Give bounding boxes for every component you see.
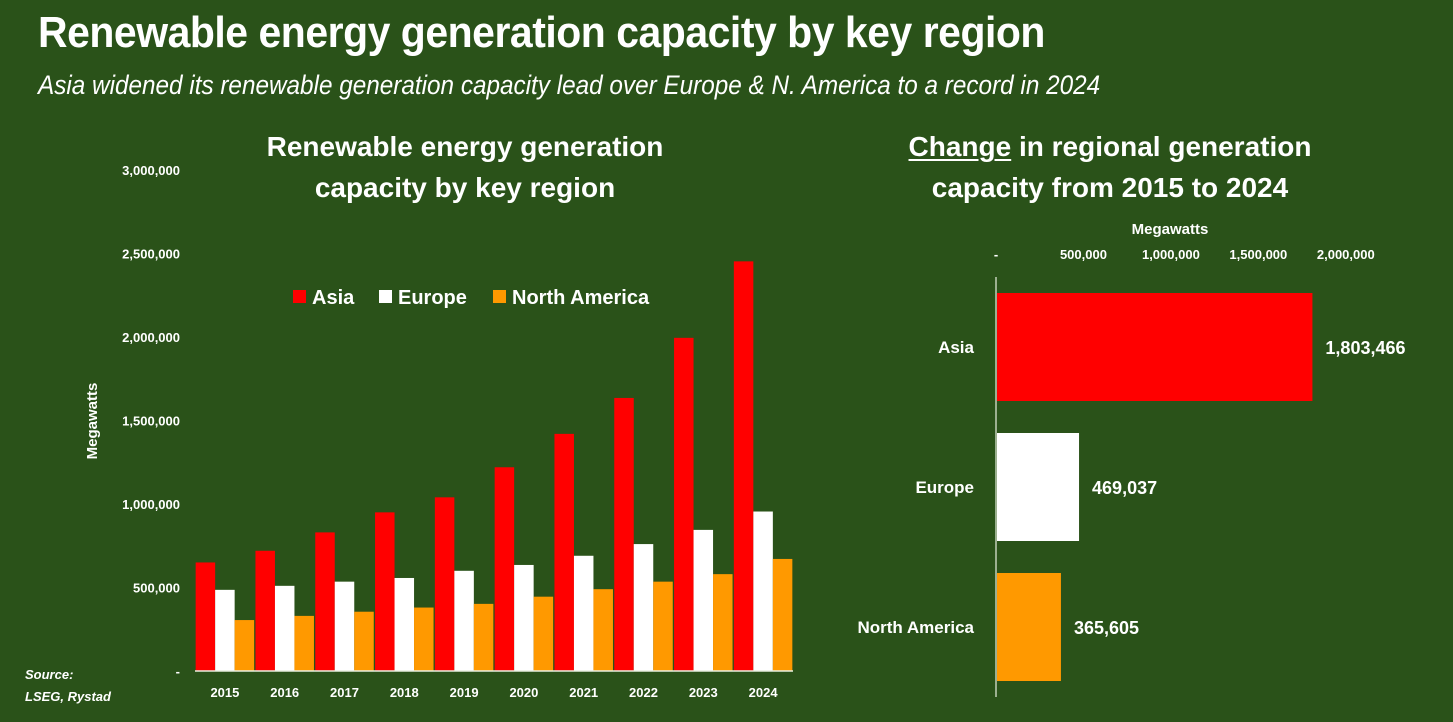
- bar-asia-2024: [733, 261, 754, 671]
- value-label-north-america: 365,605: [1074, 618, 1139, 638]
- source-note: Source: LSEG, Rystad: [25, 664, 111, 708]
- bar-north-america-2015: [234, 620, 255, 671]
- left-chart-title-line1: Renewable energy generation: [266, 131, 664, 162]
- bar-north-america-2017: [354, 611, 374, 671]
- bar-europe-2019: [454, 570, 474, 671]
- bar-asia-2020: [494, 467, 515, 671]
- bar-europe-2020: [514, 564, 534, 671]
- right-chart-title-rest: in regional generation: [1011, 131, 1312, 162]
- x-tick-label: 2022: [629, 685, 658, 700]
- x-tick-label: 500,000: [1060, 247, 1107, 262]
- x-tick-label: 1,000,000: [1142, 247, 1200, 262]
- x-tick-label: 2016: [270, 685, 299, 700]
- bar-north-america-2023: [713, 574, 733, 671]
- subtitle: Asia widened its renewable generation ca…: [38, 70, 1101, 100]
- right-chart-title-line1: Change in regional generation: [860, 126, 1360, 167]
- legend-label-europe: Europe: [398, 287, 467, 309]
- bar-europe: [997, 433, 1080, 541]
- bar-asia-2015: [195, 562, 216, 671]
- bar-north-america-2024: [772, 558, 793, 671]
- category-labels: Asia Europe North America: [857, 338, 974, 637]
- x-tick-label: 2024: [749, 685, 779, 700]
- bar-north-america-2022: [653, 581, 673, 671]
- y-tick-label: 1,000,000: [122, 497, 180, 512]
- bar-asia-2023: [674, 337, 694, 671]
- x-tick-label: 2019: [450, 685, 479, 700]
- x-axis-title: Megawatts: [1132, 221, 1209, 238]
- bar-europe-2017: [334, 581, 355, 671]
- value-label-asia: 1,803,466: [1325, 338, 1405, 358]
- bar-asia: [997, 293, 1313, 401]
- y-tick-label: 3,000,000: [122, 163, 180, 178]
- y-tick-label: 1,500,000: [122, 414, 180, 429]
- left-chart: - 500,000 1,000,000 1,500,000 2,000,000 2,500…: [84, 163, 793, 700]
- source-label: Source:: [25, 667, 74, 682]
- bar-asia-2016: [255, 550, 275, 671]
- bar-europe-2024: [753, 511, 773, 671]
- x-tick-label: 2020: [509, 685, 538, 700]
- main-title: Renewable energy generation capacity by …: [38, 8, 1045, 57]
- bars: [997, 293, 1313, 681]
- x-tick-label: 2018: [390, 685, 419, 700]
- category-label-europe: Europe: [915, 478, 974, 497]
- bar-north-america-2018: [414, 607, 434, 671]
- data-labels: 1,803,466 469,037 365,605: [1074, 338, 1406, 638]
- bar-north-america-2021: [593, 589, 613, 671]
- category-label-asia: Asia: [938, 338, 974, 357]
- bar-asia-2022: [614, 397, 634, 671]
- bar-north-america: [997, 573, 1061, 681]
- y-tick-label: 2,000,000: [122, 330, 180, 345]
- bar-europe-2016: [274, 585, 295, 671]
- y-axis-ticks: - 500,000 1,000,000 1,500,000 2,000,000 2,500…: [122, 163, 180, 679]
- left-chart-title-line2: capacity by key region: [314, 172, 616, 203]
- x-tick-label: 2015: [210, 685, 239, 700]
- bar-asia-2019: [434, 497, 455, 671]
- bar-europe-2015: [215, 589, 235, 671]
- bar-north-america-2016: [294, 615, 314, 671]
- value-label-europe: 469,037: [1092, 478, 1157, 498]
- left-chart-title: Renewable energy generation capacity by …: [200, 126, 730, 208]
- x-axis-ticks: - 500,000 1,000,000 1,500,000 2,000,000: [994, 247, 1375, 262]
- y-tick-label: -: [176, 664, 180, 679]
- bar-europe-2023: [693, 529, 714, 671]
- x-tick-label: 2017: [330, 685, 359, 700]
- x-tick-label: 1,500,000: [1229, 247, 1287, 262]
- legend-label-asia: Asia: [312, 287, 355, 309]
- y-axis-title: Megawatts: [84, 383, 101, 460]
- right-chart-title-emphasis: Change: [908, 131, 1012, 162]
- bar-north-america-2020: [533, 596, 554, 671]
- legend: Asia Europe North America: [293, 287, 650, 309]
- bar-north-america-2019: [473, 603, 494, 671]
- legend-label-north-america: North America: [512, 287, 650, 309]
- x-tick-label: 2023: [689, 685, 718, 700]
- right-chart-title-line2: capacity from 2015 to 2024: [931, 172, 1289, 203]
- x-tick-label: 2021: [569, 685, 598, 700]
- source-value: LSEG, Rystad: [25, 689, 111, 704]
- legend-swatch-europe: [379, 290, 392, 303]
- x-tick-label: 2,000,000: [1317, 247, 1375, 262]
- bar-asia-2017: [315, 532, 335, 671]
- category-label-north-america: North America: [857, 618, 974, 637]
- bars: [195, 261, 793, 671]
- y-tick-label: 500,000: [133, 581, 180, 596]
- x-axis-ticks: 2015 2016 2017 2018 2019 2020 2021 2022 2023 2024: [210, 685, 778, 700]
- bar-asia-2018: [375, 512, 395, 671]
- x-tick-label: -: [994, 247, 998, 262]
- legend-swatch-asia: [293, 290, 306, 303]
- right-chart-title: Change in regional generation capacity f…: [860, 126, 1360, 208]
- y-tick-label: 2,500,000: [122, 247, 180, 262]
- bar-europe-2021: [573, 555, 594, 671]
- bar-europe-2022: [633, 544, 654, 671]
- bar-europe-2018: [394, 577, 415, 671]
- bar-asia-2021: [554, 433, 574, 671]
- legend-swatch-north-america: [493, 290, 506, 303]
